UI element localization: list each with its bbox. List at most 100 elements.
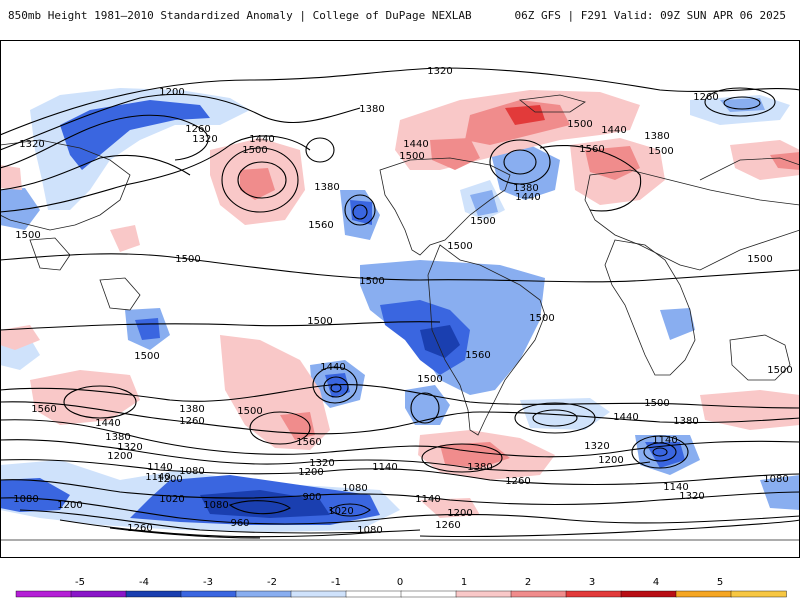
contour-label: 1500 bbox=[399, 151, 424, 162]
contour-label: 1440 bbox=[249, 134, 274, 145]
contour-label: 1440 bbox=[613, 412, 638, 423]
contour-label: 1380 bbox=[105, 432, 130, 443]
contour-label: 1500 bbox=[470, 216, 495, 227]
contour-label: 1440 bbox=[403, 139, 428, 150]
contour-label: 1140 bbox=[145, 472, 170, 483]
contour-label: 1200 bbox=[107, 451, 132, 462]
contour-label: 1440 bbox=[515, 192, 540, 203]
contour-label: 1380 bbox=[359, 104, 384, 115]
contour-label: 1260 bbox=[179, 416, 204, 427]
model-valid-time: 06Z GFS | F291 Valid: 09Z SUN APR 06 202… bbox=[514, 9, 786, 22]
contour-label: 1560 bbox=[579, 144, 604, 155]
contour-label: 1500 bbox=[648, 146, 673, 157]
contour-label: 1200 bbox=[157, 474, 182, 485]
colorbar-segment bbox=[15, 590, 72, 598]
contour-label: 1500 bbox=[644, 398, 669, 409]
contour-label: 1080 bbox=[203, 500, 228, 511]
contour-label: 1500 bbox=[237, 406, 262, 417]
contour-label: 1260 bbox=[505, 476, 530, 487]
height-contours bbox=[0, 67, 800, 539]
colorbar-tick-label: -1 bbox=[331, 577, 341, 588]
colorbar-segment bbox=[345, 590, 402, 598]
contour-label: 1440 bbox=[320, 362, 345, 373]
colorbar-segments bbox=[15, 590, 787, 598]
colorbar-tick-label: 1 bbox=[461, 577, 467, 588]
contour-label: 1500 bbox=[242, 145, 267, 156]
contour-label: 1500 bbox=[359, 276, 384, 287]
colorbar-tick-label: -2 bbox=[267, 577, 277, 588]
contour-label: 1560 bbox=[308, 220, 333, 231]
contour-label: 1500 bbox=[307, 316, 332, 327]
contour-label: 1320 bbox=[427, 66, 452, 77]
contour-label: 1500 bbox=[767, 365, 792, 376]
contour-label: 1200 bbox=[159, 87, 184, 98]
anomaly-map: 1200 1260 1320 1320 1440 1500 1380 1380 … bbox=[0, 40, 800, 558]
colorbar-segment bbox=[125, 590, 182, 598]
colorbar-tick-label: 3 bbox=[589, 577, 595, 588]
contour-label: 1140 bbox=[372, 462, 397, 473]
contour-label: 1200 bbox=[598, 455, 623, 466]
colorbar-tick-label: 2 bbox=[525, 577, 531, 588]
contour-label: 1320 bbox=[309, 458, 334, 469]
coastlines bbox=[0, 94, 800, 541]
contour-label: 1380 bbox=[179, 404, 204, 415]
contour-label: 1500 bbox=[529, 313, 554, 324]
colorbar-tick-label: 4 bbox=[653, 577, 659, 588]
contour-label: 1320 bbox=[584, 441, 609, 452]
contour-label: 1380 bbox=[513, 183, 538, 194]
colorbar-tick-label: -5 bbox=[75, 577, 85, 588]
contour-label: 1380 bbox=[467, 462, 492, 473]
contour-label: 1080 bbox=[342, 483, 367, 494]
colorbar-segment bbox=[455, 590, 512, 598]
contour-label: 1500 bbox=[175, 254, 200, 265]
colorbar-segment bbox=[70, 590, 127, 598]
contour-label: 1560 bbox=[465, 350, 490, 361]
contour-label: 1320 bbox=[117, 442, 142, 453]
colorbar-segment bbox=[675, 590, 732, 598]
contour-label: 1500 bbox=[747, 254, 772, 265]
contour-label: 960 bbox=[230, 518, 249, 529]
contour-label: 1440 bbox=[95, 418, 120, 429]
contour-label: 1200 bbox=[298, 467, 323, 478]
contour-label: 1080 bbox=[179, 466, 204, 477]
contour-label: 1500 bbox=[447, 241, 472, 252]
contour-label: 1320 bbox=[19, 139, 44, 150]
contour-label: 1380 bbox=[673, 416, 698, 427]
negative-anomaly-shading bbox=[0, 88, 800, 532]
colorbar-tick-label: 5 bbox=[717, 577, 723, 588]
contour-label: 1500 bbox=[417, 374, 442, 385]
contour-label: 900 bbox=[302, 492, 321, 503]
contour-label: 1500 bbox=[567, 119, 592, 130]
contour-label: 1140 bbox=[415, 494, 440, 505]
contour-label: 1020 bbox=[328, 506, 353, 517]
contour-label: 1560 bbox=[296, 437, 321, 448]
contour-label: 1260 bbox=[185, 124, 210, 135]
contour-label: 1260 bbox=[435, 520, 460, 531]
contour-label: 1260 bbox=[127, 523, 152, 534]
contour-labels: 1200 1260 1320 1320 1440 1500 1380 1380 … bbox=[13, 66, 792, 536]
colorbar-segment bbox=[565, 590, 622, 598]
colorbar-segment bbox=[290, 590, 347, 598]
colorbar-segment bbox=[730, 590, 787, 598]
colorbar-segment bbox=[510, 590, 567, 598]
contour-label: 1500 bbox=[134, 351, 159, 362]
contour-label: 1320 bbox=[192, 134, 217, 145]
contour-label: 1200 bbox=[447, 508, 472, 519]
contour-label: 1440 bbox=[601, 125, 626, 136]
contour-label: 1200 bbox=[57, 500, 82, 511]
contour-label: 1020 bbox=[159, 494, 184, 505]
colorbar-tick-label: -4 bbox=[139, 577, 149, 588]
colorbar-tick-label: 0 bbox=[397, 577, 403, 588]
contour-label: 1380 bbox=[644, 131, 669, 142]
colorbar-segment bbox=[180, 590, 237, 598]
positive-anomaly-shading bbox=[0, 90, 800, 518]
contour-label: 1080 bbox=[13, 494, 38, 505]
colorbar-tick-labels: -5 -4 -3 -2 -1 0 1 2 3 4 5 bbox=[75, 577, 723, 588]
contour-label: 1140 bbox=[652, 435, 677, 446]
contour-label: 1140 bbox=[147, 462, 172, 473]
map-title: 850mb Height 1981–2010 Standardized Anom… bbox=[8, 9, 472, 22]
contour-label: 1140 bbox=[663, 482, 688, 493]
colorbar-segment bbox=[400, 590, 457, 598]
contour-label: 1500 bbox=[15, 230, 40, 241]
contour-label: 1560 bbox=[31, 404, 56, 415]
